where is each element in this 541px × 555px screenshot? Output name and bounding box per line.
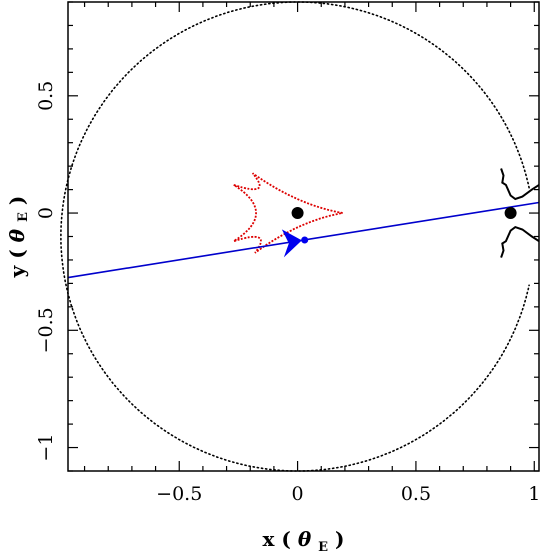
- x-axis-label-symbol: θ: [298, 527, 312, 551]
- lens-marker-1: [291, 207, 304, 220]
- markers: [281, 207, 517, 258]
- y-tick-label: 0: [35, 207, 57, 219]
- y-axis-label-symbol: θ: [5, 228, 29, 242]
- plot-frame: [67, 1, 540, 472]
- x-axis-label-close: ): [335, 527, 344, 551]
- x-axis-label-prefix: x: [262, 527, 275, 551]
- source-marker: [301, 236, 309, 244]
- tick-labels: −0.5 0 0.5 1 −1 −0.5 0 0.5: [35, 81, 540, 505]
- critical-curve-outer: [60, 1, 530, 472]
- y-tick-label: −1: [35, 434, 57, 462]
- critical-curve: [60, 1, 540, 472]
- x-tick-label: 0.5: [401, 483, 431, 505]
- planet-critical-upper: [500, 168, 540, 201]
- y-axis-label: y ( θ E ): [5, 196, 34, 279]
- x-tick-label: 1: [528, 483, 540, 505]
- x-tick-label: −0.5: [156, 483, 202, 505]
- lens-marker-2: [504, 207, 517, 220]
- y-tick-label: 0.5: [35, 81, 57, 111]
- y-axis-label-close: ): [5, 196, 29, 205]
- y-tick-label: −0.5: [35, 307, 57, 353]
- x-axis-label-open: (: [281, 527, 290, 551]
- x-axis-label-sub: E: [318, 540, 328, 555]
- y-axis-label-sub: E: [16, 212, 31, 222]
- y-axis-label-open: (: [5, 249, 29, 258]
- y-axis-label-prefix: y: [5, 264, 29, 278]
- direction-arrow: [281, 229, 302, 258]
- x-axis-label: x ( θ E ): [262, 527, 344, 555]
- caustic-outline: [233, 172, 343, 254]
- x-tick-label: 0: [292, 483, 304, 505]
- axis-ticks: [68, 1, 539, 472]
- planet-critical-lower: [500, 225, 540, 258]
- caustic-curve: [233, 172, 343, 254]
